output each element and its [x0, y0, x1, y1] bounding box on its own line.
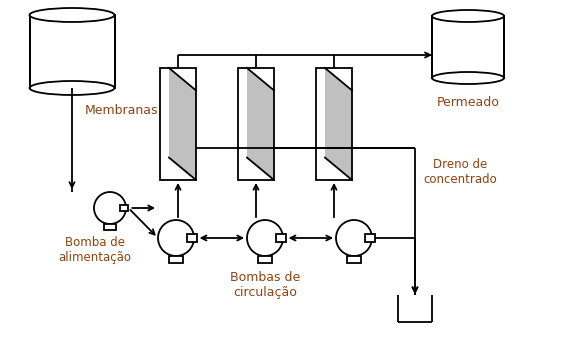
- Text: Bombas de
circulação: Bombas de circulação: [230, 271, 300, 299]
- Bar: [316, 68, 352, 180]
- Bar: [120, 205, 128, 211]
- Circle shape: [247, 220, 283, 256]
- Bar: [365, 234, 375, 242]
- Ellipse shape: [432, 10, 504, 22]
- Text: Membranas: Membranas: [85, 104, 158, 117]
- Bar: [258, 256, 272, 263]
- Bar: [238, 68, 274, 180]
- Bar: [347, 256, 361, 263]
- Polygon shape: [325, 68, 352, 180]
- Ellipse shape: [432, 72, 504, 84]
- Bar: [160, 68, 196, 180]
- Bar: [169, 256, 183, 263]
- Bar: [432, 16, 504, 78]
- Polygon shape: [247, 68, 274, 180]
- Circle shape: [336, 220, 372, 256]
- Ellipse shape: [29, 81, 115, 95]
- Bar: [103, 224, 116, 230]
- Polygon shape: [169, 68, 196, 180]
- Bar: [276, 234, 286, 242]
- Bar: [187, 234, 197, 242]
- Ellipse shape: [29, 8, 115, 22]
- Bar: [29, 15, 115, 88]
- Circle shape: [94, 192, 126, 224]
- Circle shape: [158, 220, 194, 256]
- Text: Bomba de
alimentação: Bomba de alimentação: [59, 236, 132, 264]
- Text: Dreno de
concentrado: Dreno de concentrado: [423, 158, 497, 186]
- Text: Permeado: Permeado: [437, 96, 499, 109]
